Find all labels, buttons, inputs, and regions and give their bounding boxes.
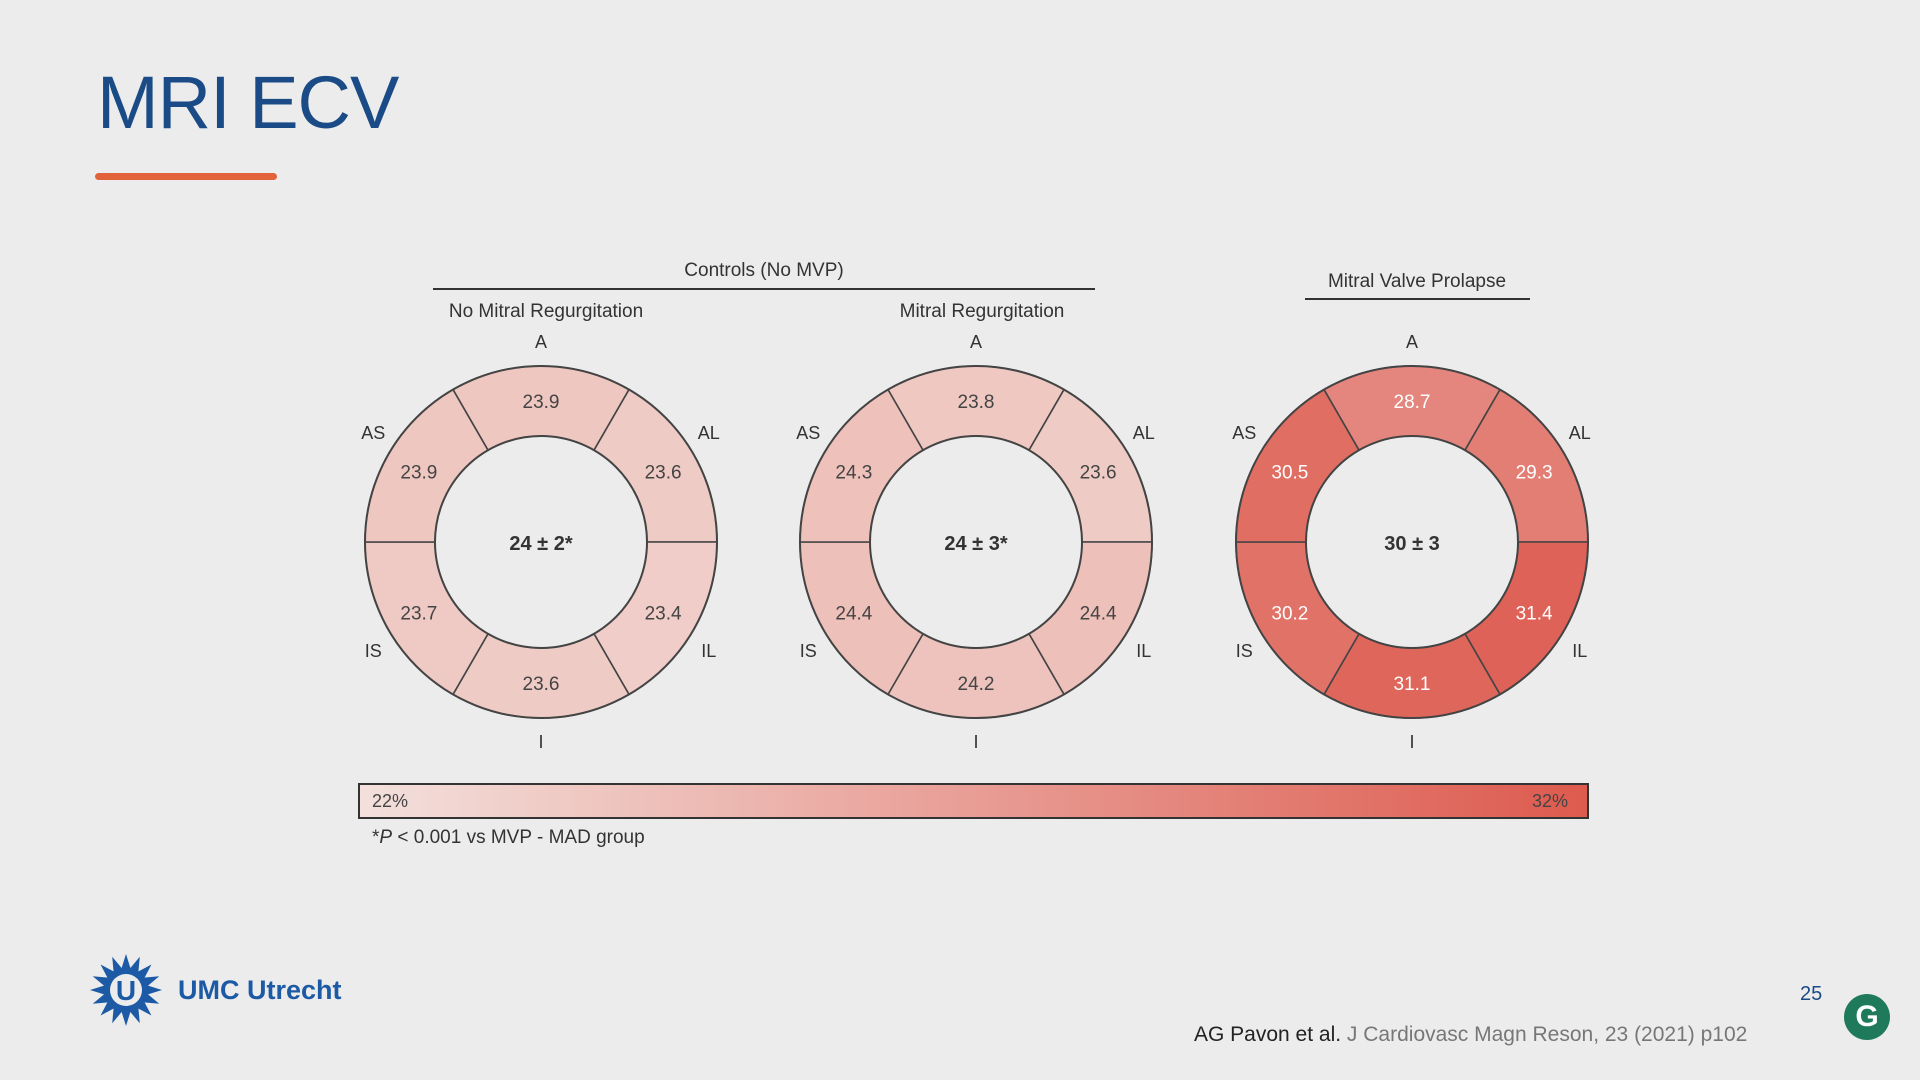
center-mean-value: 24 ± 3* [944,533,1007,555]
segment-value-as: 24.3 [835,463,872,484]
segment-value-i: 23.6 [523,674,560,695]
polar-map-mr: 23.8 23.6 24.4 24.2 24.4 24.3 24 ± 3* A AL IL I IS A… [796,332,1154,752]
direction-label-al: AL [1569,423,1591,443]
segment-value-al: 23.6 [645,463,682,484]
direction-label-il: IL [1572,641,1587,661]
direction-label-il: IL [701,641,716,661]
direction-label-is: IS [1236,641,1253,661]
footnote: *P < 0.001 vs MVP - MAD group [372,827,645,848]
direction-label-as: AS [1232,423,1256,443]
citation-journal: J Cardiovasc Magn Reson, 23 (2021) p102 [1341,1023,1748,1046]
mvp-header: Mitral Valve Prolapse [1328,271,1506,292]
polar-map-mvp: 28.7 29.3 31.4 31.1 30.2 30.5 30 ± 3 A AL IL I IS AS [1232,332,1590,752]
logo-text: UMC Utrecht [178,975,342,1005]
segment-value-i: 31.1 [1394,674,1431,695]
title-underline [95,173,277,180]
segment-value-i: 24.2 [958,674,995,695]
subtitle-mr: Mitral Regurgitation [900,301,1065,322]
grammarly-icon[interactable]: G [1844,994,1890,1040]
svg-text:U: U [116,975,136,1006]
direction-label-a: A [1406,332,1418,352]
center-mean-value: 24 ± 2* [509,533,572,555]
direction-label-as: AS [796,423,820,443]
polar-map-no-mr: 23.9 23.6 23.4 23.6 23.7 23.9 24 ± 2* A AL IL I IS A… [361,332,719,752]
direction-label-is: IS [800,641,817,661]
citation: AG Pavon et al. J Cardiovasc Magn Reson,… [1194,1023,1747,1047]
direction-label-i: I [973,732,978,752]
citation-authors: AG Pavon et al. [1194,1023,1342,1046]
direction-label-al: AL [698,423,720,443]
segment-value-as: 30.5 [1271,463,1308,484]
segment-value-al: 23.6 [1080,463,1117,484]
scale-max-label: 32% [1532,791,1568,811]
controls-header: Controls (No MVP) [684,260,843,281]
segment-value-as: 23.9 [400,463,437,484]
segment-value-is: 30.2 [1271,604,1308,625]
segment-value-a: 28.7 [1394,392,1431,413]
scale-min-label: 22% [372,791,408,811]
color-scale-bar [358,783,1589,819]
direction-label-il: IL [1136,641,1151,661]
segment-value-il: 31.4 [1516,604,1553,625]
segment-value-a: 23.9 [523,392,560,413]
direction-label-a: A [535,332,547,352]
direction-label-a: A [970,332,982,352]
umc-utrecht-logo: U [90,954,162,1026]
segment-value-il: 23.4 [645,604,682,625]
direction-label-al: AL [1133,423,1155,443]
center-mean-value: 30 ± 3 [1384,533,1439,555]
direction-label-i: I [538,732,543,752]
slide-title: MRI ECV [97,61,399,144]
direction-label-i: I [1409,732,1414,752]
segment-value-a: 23.8 [958,392,995,413]
segment-value-is: 24.4 [835,604,872,625]
page-number: 25 [1800,983,1823,1005]
segment-value-is: 23.7 [400,604,437,625]
segment-value-al: 29.3 [1516,463,1553,484]
subtitle-no-mr: No Mitral Regurgitation [449,301,643,322]
segment-value-il: 24.4 [1080,604,1117,625]
direction-label-is: IS [365,641,382,661]
direction-label-as: AS [361,423,385,443]
